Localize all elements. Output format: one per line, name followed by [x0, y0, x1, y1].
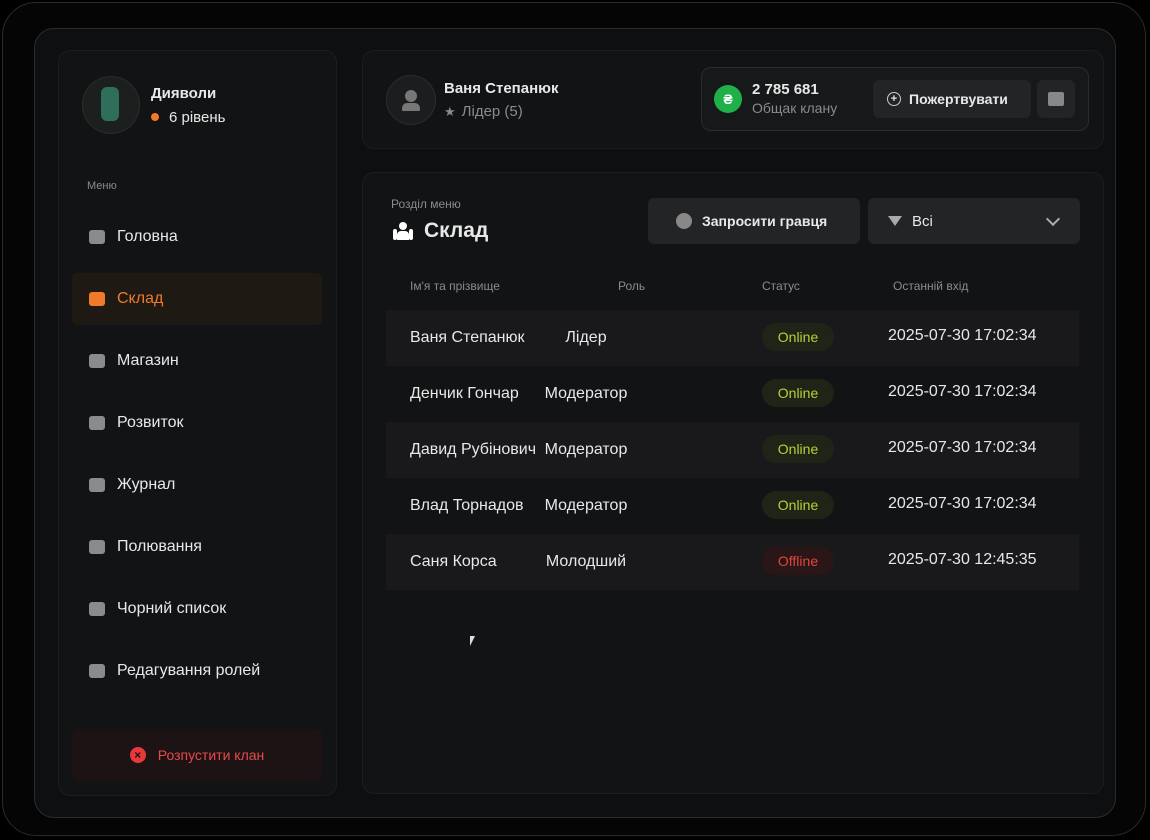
menu-label: Магазин — [117, 352, 179, 369]
last-login: 2025-07-30 17:02:34 — [888, 327, 1037, 344]
cursor — [470, 636, 475, 646]
column-header: Останній вхід — [893, 279, 969, 293]
last-login: 2025-07-30 12:45:35 — [888, 551, 1037, 568]
invite-icon — [676, 213, 692, 229]
user-avatar — [386, 75, 436, 125]
menu-icon — [89, 292, 105, 306]
section-label: Розділ меню — [391, 197, 461, 211]
menu-icon — [89, 478, 105, 492]
menu-item[interactable]: Розвиток — [72, 397, 322, 449]
archive-button[interactable] — [1037, 80, 1075, 118]
table-row: Давид Рубінович Модератор Online 2025-07-30… — [386, 422, 1079, 478]
member-name: Давид Рубінович — [410, 441, 537, 458]
member-role: Модератор — [544, 497, 628, 514]
currency-icon: ₴ — [714, 85, 742, 113]
member-name: Саня Корса — [410, 553, 497, 570]
menu-icon — [89, 602, 105, 616]
menu-label: Меню — [87, 180, 117, 192]
menu-label: Чорний список — [117, 600, 227, 617]
disband-label: Розпустити клан — [157, 747, 265, 763]
menu-label: Головна — [117, 228, 178, 245]
status-pill: Online — [762, 323, 834, 351]
user-role: Лідер (5) — [461, 103, 523, 120]
clan-level: 6 рівень — [169, 109, 226, 126]
filter-dropdown[interactable]: Всі — [868, 198, 1080, 244]
menu-label: Склад — [117, 290, 164, 307]
member-name: Ваня Степанюк — [410, 329, 525, 346]
member-role: Модератор — [544, 441, 628, 458]
close-icon: × — [129, 747, 146, 763]
invite-button[interactable]: Запросити гравця — [648, 198, 860, 244]
menu-icon — [89, 664, 105, 678]
team-icon — [393, 222, 413, 240]
status-pill: Offline — [762, 547, 834, 575]
section-title: Склад — [424, 219, 489, 242]
table-row: Денчик Гончар Модератор Online 2025-07-30 1… — [386, 366, 1079, 422]
archive-icon — [1048, 92, 1064, 106]
user-name: Ваня Степанюк — [444, 80, 559, 97]
star-icon: ★ — [444, 103, 456, 119]
menu-item[interactable]: Склад — [72, 273, 322, 325]
filter-icon — [888, 216, 902, 226]
last-login: 2025-07-30 17:02:34 — [888, 495, 1037, 512]
bank-label: Общак клану — [752, 100, 838, 116]
last-login: 2025-07-30 17:02:34 — [888, 439, 1037, 456]
table-row: Саня Корса Молодший Offline 2025-07-30 12:4… — [386, 534, 1079, 590]
menu-item[interactable]: Полювання — [72, 521, 322, 573]
menu-icon — [89, 540, 105, 554]
column-header: Ім'я та прізвище — [410, 279, 500, 293]
invite-label: Запросити гравця — [702, 213, 828, 229]
menu-item[interactable]: Магазин — [72, 335, 322, 387]
column-header: Роль — [618, 279, 646, 293]
menu-label: Полювання — [117, 538, 202, 555]
clan-avatar — [82, 76, 140, 134]
table-row: Влад Торнадов Модератор Online 2025-07-30 1… — [386, 478, 1079, 534]
table-row: Ваня Степанюк Лідер Online 2025-07-30 17:02… — [386, 310, 1079, 366]
clan-name: Дияволи — [151, 85, 217, 102]
member-role: Лідер — [565, 329, 607, 346]
menu-icon — [89, 354, 105, 368]
last-login: 2025-07-30 17:02:34 — [888, 383, 1037, 400]
status-pill: Online — [762, 379, 834, 407]
column-header: Статус — [762, 279, 800, 293]
menu-label: Редагування ролей — [117, 662, 261, 679]
user-role-row: ★ Лідер (5) — [444, 103, 523, 120]
member-name: Влад Торнадов — [410, 497, 524, 514]
filter-label: Всі — [912, 212, 933, 230]
menu-label: Розвиток — [117, 414, 184, 431]
status-pill: Online — [762, 491, 834, 519]
member-name: Денчик Гончар — [410, 385, 519, 402]
plus-icon: + — [887, 92, 901, 106]
bank-amount: 2 785 681 — [752, 81, 819, 98]
menu-icon — [89, 416, 105, 430]
member-role: Молодший — [545, 553, 627, 570]
level-dot — [151, 113, 159, 121]
chevron — [1045, 211, 1061, 227]
menu-item[interactable]: Журнал — [72, 459, 322, 511]
status-pill: Online — [762, 435, 834, 463]
menu-item[interactable]: Чорний список — [72, 583, 322, 635]
menu-label: Журнал — [117, 476, 176, 493]
menu-item[interactable]: Головна — [72, 211, 322, 263]
disband-button[interactable]: × Розпустити клан — [72, 729, 322, 781]
donate-button[interactable]: + Пожертвувати — [873, 80, 1031, 118]
donate-label: Пожертвувати — [909, 91, 1008, 107]
menu-icon — [89, 230, 105, 244]
menu-item[interactable]: Редагування ролей — [72, 645, 322, 697]
member-role: Модератор — [544, 385, 628, 402]
